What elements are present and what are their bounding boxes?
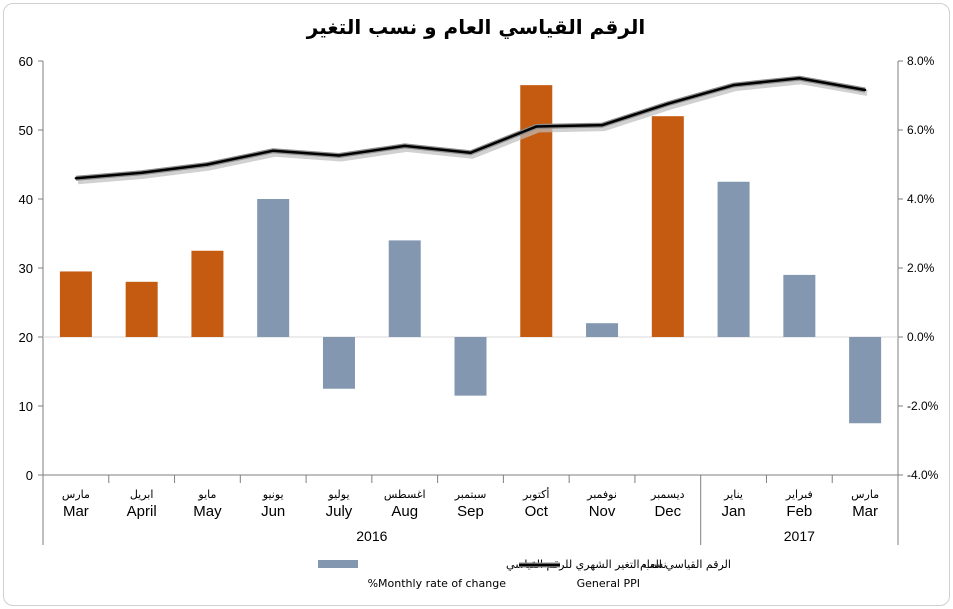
line-point-12 — [863, 88, 867, 92]
category-label-en: Sep — [457, 503, 484, 520]
category-label-ar: اغسطس — [384, 488, 426, 501]
left-tick-label: 0 — [26, 468, 33, 483]
category-label-ar: مارس — [851, 488, 879, 501]
category-label-ar: نوفمبر — [586, 488, 617, 501]
chart-title: الرقم القياسي العام و نسب التغير — [306, 15, 645, 40]
line-point-3 — [271, 149, 275, 152]
bar-9 — [651, 116, 684, 337]
line-point-5 — [403, 144, 406, 148]
right-tick-label: 6.0% — [907, 123, 935, 137]
line-point-2 — [206, 163, 209, 166]
bar-0 — [59, 271, 92, 337]
category-label-ar: ديسمبر — [650, 488, 685, 501]
bar-4 — [322, 337, 355, 389]
line-point-6 — [469, 151, 472, 154]
right-tick-label: 4.0% — [907, 192, 935, 206]
bar-6 — [454, 337, 487, 396]
axes: 0 10 20 30 40 50 60 -4.0% -2.0% 0.0% 2.0% 4.0% 6.0% 8… — [19, 54, 939, 483]
right-tick-label: 0.0% — [907, 330, 935, 344]
line-point-0 — [74, 177, 78, 180]
category-label-ar: مارس — [62, 488, 90, 501]
bar-8 — [586, 323, 619, 337]
line-point-9 — [666, 102, 670, 105]
bar-2 — [191, 250, 224, 337]
category-label-ar: سبتمبر — [454, 488, 487, 501]
category-label-en: Jun — [261, 503, 285, 520]
bar-10 — [717, 181, 750, 337]
category-label-en: Oct — [525, 503, 549, 520]
legend-label-ar: نسب التغير الشهري للرقم القياسي — [506, 558, 667, 571]
bar-1 — [125, 281, 158, 337]
year-label: 2016 — [356, 528, 387, 544]
bar-3 — [257, 199, 290, 337]
line-point-11 — [798, 77, 801, 80]
bar-5 — [388, 240, 421, 337]
category-label-en: Feb — [786, 503, 812, 520]
category-label-ar: يناير — [723, 488, 743, 501]
category-label-ar: مايو — [197, 488, 216, 501]
left-tick-label: 50 — [19, 123, 33, 138]
left-tick-label: 30 — [19, 261, 33, 276]
category-label-en: Dec — [654, 503, 681, 520]
bar-7 — [520, 85, 553, 338]
line-shadow — [77, 78, 868, 185]
general-ppi-line — [75, 77, 866, 180]
category-label-ar: ابريل — [130, 488, 154, 501]
bar-12 — [849, 337, 882, 424]
legend-label-ar: الرقم القياسي العام — [640, 558, 731, 571]
category-label-en: Aug — [391, 503, 418, 520]
line-point-10 — [732, 83, 735, 87]
category-labels: مارس Mar ابريل April مايو May يونيو Jun يوليو Jul… — [42, 475, 899, 545]
category-label-en: Jan — [721, 503, 745, 520]
category-label-ar: فبراير — [785, 488, 813, 501]
right-tick-label: 8.0% — [907, 54, 935, 68]
line-point-7 — [535, 125, 538, 128]
line-series — [74, 75, 868, 185]
legend: نسب التغير الشهري للرقم القياسي %Monthly … — [318, 558, 731, 590]
category-label-en: Mar — [63, 503, 89, 520]
legend-label-en: General PPI — [577, 577, 640, 590]
category-label-ar: يوليو — [327, 488, 349, 501]
legend-label-en: %Monthly rate of change — [368, 577, 507, 590]
bar-11 — [783, 274, 816, 337]
left-tick-label: 20 — [19, 330, 33, 345]
category-label-en: April — [127, 503, 157, 520]
left-tick-label: 40 — [19, 192, 33, 207]
line-point-4 — [337, 154, 341, 157]
category-label-en: Nov — [589, 503, 616, 520]
year-label: 2017 — [784, 528, 815, 544]
line-point-8 — [600, 123, 604, 127]
legend-swatch-bar — [318, 560, 358, 568]
right-tick-label: -4.0% — [907, 468, 939, 482]
right-tick-label: -2.0% — [907, 399, 939, 413]
left-tick-label: 60 — [19, 54, 33, 69]
right-tick-label: 2.0% — [907, 261, 935, 275]
left-tick-label: 10 — [19, 399, 33, 414]
category-label-en: May — [193, 503, 222, 520]
category-label-ar: أكتوبر — [522, 487, 549, 501]
category-label-en: July — [326, 503, 353, 520]
line-outline — [75, 75, 866, 181]
bar-series — [59, 85, 882, 424]
category-label-en: Mar — [852, 503, 878, 520]
category-label-ar: يونيو — [262, 488, 284, 501]
line-point-1 — [140, 171, 143, 174]
